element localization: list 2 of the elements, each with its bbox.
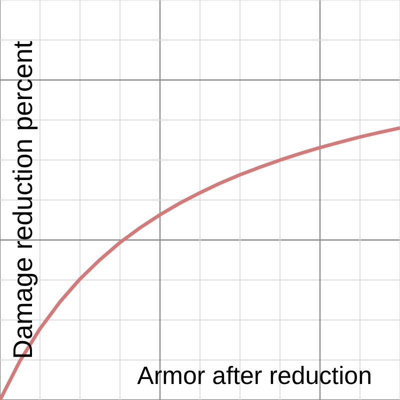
y-axis-title: Damage reduction percent <box>8 40 38 360</box>
x-axis-title: Armor after reduction <box>137 362 372 390</box>
